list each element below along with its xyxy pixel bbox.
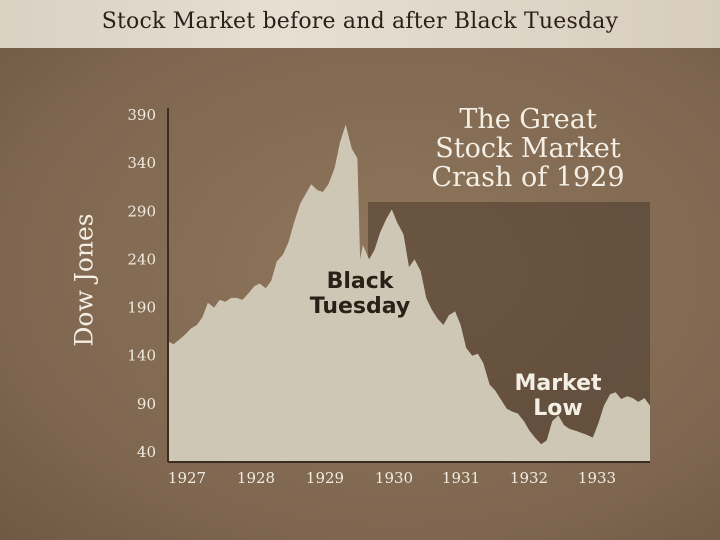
- black-tuesday-annotation: Black Tuesday: [310, 269, 411, 319]
- y-tick-label: 390: [127, 106, 156, 124]
- y-tick-label: 340: [127, 154, 156, 172]
- dow-jones-area: [168, 124, 650, 462]
- y-ticks: 390 340 290 240 190 140 90 40: [127, 106, 156, 461]
- x-tick-label: 1931: [442, 469, 480, 487]
- market-low-line-2: Low: [533, 396, 582, 421]
- black-tuesday-line-2: Tuesday: [310, 294, 411, 319]
- y-tick-label: 40: [137, 443, 156, 461]
- y-tick-label: 140: [127, 347, 156, 365]
- chart-heading: The Great Stock Market Crash of 1929: [431, 104, 624, 193]
- y-tick-label: 190: [127, 299, 156, 317]
- y-tick-label: 290: [127, 202, 156, 220]
- x-tick-label: 1927: [168, 469, 206, 487]
- x-tick-label: 1933: [578, 469, 616, 487]
- banner-title: Stock Market before and after Black Tues…: [101, 9, 619, 34]
- title-banner: Stock Market before and after Black Tues…: [0, 0, 720, 48]
- heading-line-2: Stock Market: [435, 133, 621, 164]
- market-low-annotation: Market Low: [514, 371, 602, 421]
- x-tick-label: 1928: [237, 469, 275, 487]
- black-tuesday-line-1: Black: [327, 269, 395, 294]
- x-tick-label: 1929: [306, 469, 344, 487]
- y-tick-label: 90: [137, 395, 156, 413]
- x-tick-label: 1932: [510, 469, 548, 487]
- market-low-line-1: Market: [514, 371, 602, 396]
- x-tick-label: 1930: [375, 469, 413, 487]
- heading-line-3: Crash of 1929: [431, 162, 624, 193]
- y-tick-label: 240: [127, 250, 156, 268]
- heading-line-1: The Great: [459, 104, 597, 135]
- x-ticks: 1927 1928 1929 1930 1931 1932 1933: [168, 469, 616, 487]
